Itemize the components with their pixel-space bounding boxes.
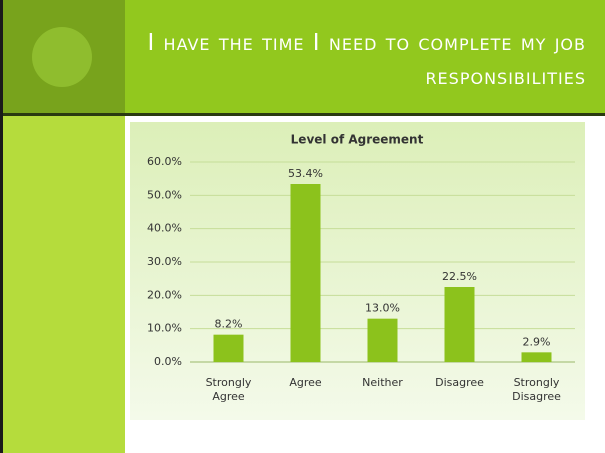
value-label: 8.2% <box>215 318 243 331</box>
x-tick-label: Neither <box>362 376 403 389</box>
value-label: 2.9% <box>523 335 551 348</box>
header-circle <box>32 27 92 87</box>
y-tick-label: 40.0% <box>147 222 182 235</box>
slide-title: I have the time I need to complete my jo… <box>147 30 586 90</box>
y-tick-label: 10.0% <box>147 322 182 335</box>
y-tick-label: 30.0% <box>147 255 182 268</box>
header-band <box>125 0 605 115</box>
bar <box>521 352 552 362</box>
sidebar <box>0 115 125 453</box>
x-tick-label: Strongly Agree <box>205 376 252 403</box>
x-tick-label: Disagree <box>435 376 484 389</box>
header-rule <box>0 113 605 116</box>
chart-title: Level of Agreement <box>291 133 424 147</box>
y-tick-label: 50.0% <box>147 188 182 201</box>
value-label: 22.5% <box>442 270 477 283</box>
bar <box>213 334 244 362</box>
x-tick-label: Agree <box>289 376 322 389</box>
y-tick-label: 20.0% <box>147 288 182 301</box>
bar <box>444 287 475 362</box>
value-label: 53.4% <box>288 167 323 180</box>
bar <box>290 184 321 362</box>
value-label: 13.0% <box>365 302 400 315</box>
chart-background <box>130 122 585 420</box>
x-tick-label: Strongly Disagree <box>512 376 561 403</box>
bar <box>367 318 398 362</box>
y-tick-label: 60.0% <box>147 155 182 168</box>
y-tick-label: 0.0% <box>154 355 182 368</box>
left-rule <box>0 0 3 453</box>
